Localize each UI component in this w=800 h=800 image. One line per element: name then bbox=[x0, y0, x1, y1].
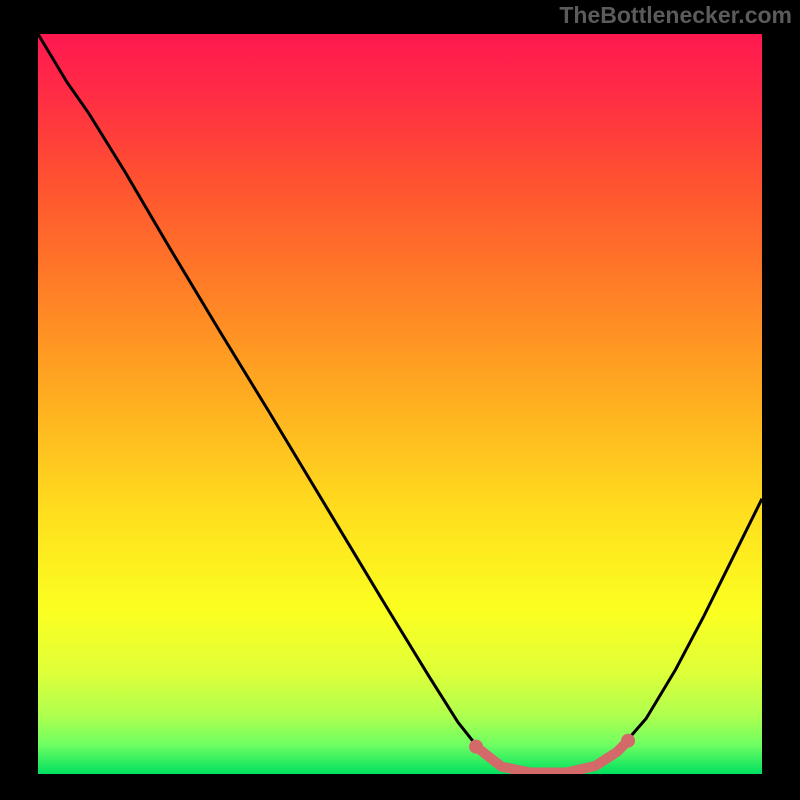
highlight-segment bbox=[476, 741, 628, 773]
highlight-start-marker bbox=[469, 740, 483, 754]
bottleneck-curve bbox=[38, 34, 762, 773]
plot-area bbox=[38, 34, 762, 774]
highlight-end-marker bbox=[621, 734, 635, 748]
chart-svg bbox=[38, 34, 762, 774]
watermark-text: TheBottlenecker.com bbox=[559, 2, 792, 29]
